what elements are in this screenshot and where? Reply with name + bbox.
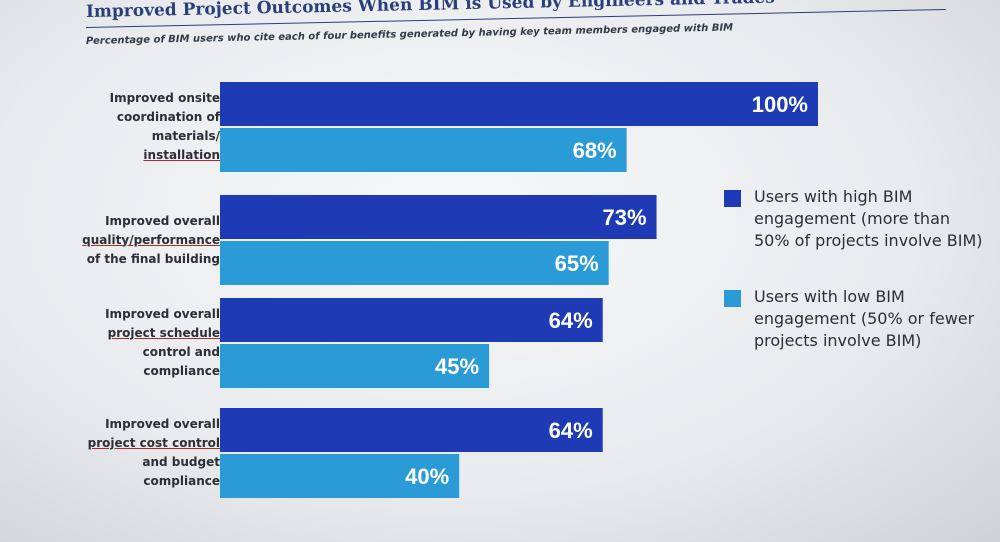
bar-high-1 — [220, 195, 657, 239]
bar-low-1 — [220, 241, 609, 285]
category-label-line: materials/ — [151, 129, 220, 143]
category-label-3: Improved overall project cost control and … — [30, 415, 220, 491]
legend-swatch-low — [724, 290, 741, 307]
data-label-low-3: 40% — [405, 464, 449, 489]
bar-low-0 — [220, 128, 627, 172]
data-label-high-3: 64% — [549, 418, 593, 443]
bar-high-3 — [220, 408, 603, 452]
category-label-line: project schedule — [107, 326, 220, 340]
category-label-1: Improved overall quality/performance of th… — [30, 212, 220, 269]
category-label-line: Improved overall — [105, 307, 220, 321]
category-label-line: Improved onsite — [109, 91, 220, 105]
category-label-line: of the final building — [86, 251, 220, 266]
category-label-line: control and — [142, 345, 220, 359]
category-label-line: installation — [143, 148, 220, 162]
legend: Users with high BIM engagement (more tha… — [724, 186, 994, 386]
data-label-high-0: 100% — [752, 92, 808, 117]
legend-label-high: Users with high BIM engagement (more tha… — [754, 187, 983, 250]
bar-high-0 — [220, 82, 818, 126]
category-label-line: quality/performance — [82, 232, 220, 247]
bar-low-2 — [220, 344, 490, 388]
legend-label-low: Users with low BIM engagement (50% or fe… — [754, 287, 975, 350]
legend-item-high: Users with high BIM engagement (more tha… — [724, 186, 994, 252]
legend-swatch-high — [724, 190, 741, 207]
category-label-line: coordination of — [116, 110, 220, 124]
category-label-line: Improved overall — [105, 417, 220, 431]
data-label-low-1: 65% — [555, 251, 599, 276]
data-label-high-2: 64% — [549, 308, 593, 333]
bar-low-3 — [220, 454, 460, 498]
data-label-low-2: 45% — [435, 354, 479, 379]
bar-high-2 — [220, 298, 603, 342]
category-label-line: Improved overall — [105, 213, 220, 228]
data-label-low-0: 68% — [573, 138, 617, 163]
data-label-high-1: 73% — [602, 205, 646, 230]
category-label-line: and budget — [142, 455, 220, 469]
category-label-2: Improved overall project schedule control … — [30, 305, 220, 381]
category-label-0: Improved onsite coordination of materials/… — [30, 89, 220, 165]
category-label-line: compliance — [143, 364, 220, 378]
category-label-line: project cost control — [87, 436, 220, 450]
category-label-line: compliance — [143, 474, 220, 488]
legend-item-low: Users with low BIM engagement (50% or fe… — [724, 286, 994, 352]
